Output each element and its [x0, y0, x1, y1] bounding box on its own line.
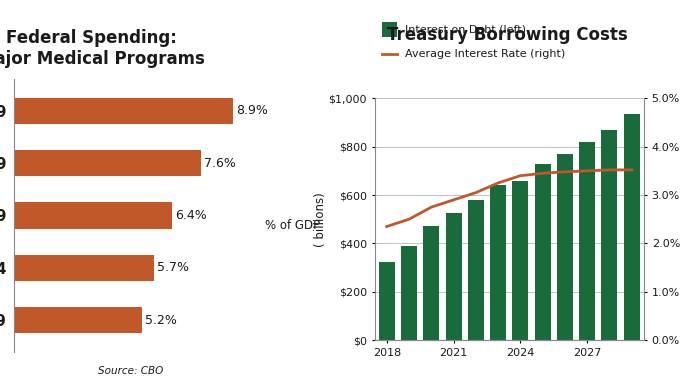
Bar	[14, 150, 202, 176]
Bar	[382, 22, 398, 37]
Bar	[14, 307, 142, 333]
Bar	[557, 154, 573, 340]
Text: 5.2%: 5.2%	[145, 314, 177, 327]
Bar	[468, 200, 484, 340]
Bar	[379, 262, 395, 340]
Text: Treasury Borrowing Costs: Treasury Borrowing Costs	[387, 26, 628, 45]
Text: 5.7%: 5.7%	[158, 261, 190, 274]
Bar	[401, 246, 417, 340]
Bar	[14, 255, 155, 281]
Bar	[624, 114, 640, 340]
Bar	[512, 181, 528, 340]
Text: 8.9%: 8.9%	[237, 104, 268, 117]
Text: 7.6%: 7.6%	[204, 156, 236, 170]
Text: Average Interest Rate (right): Average Interest Rate (right)	[405, 49, 566, 59]
Bar	[424, 226, 440, 340]
Bar	[535, 164, 551, 340]
Text: 6.4%: 6.4%	[175, 209, 206, 222]
Y-axis label: ( billions): ( billions)	[314, 192, 327, 246]
Bar	[579, 142, 595, 340]
Bar	[14, 202, 172, 229]
Bar	[601, 130, 617, 340]
Bar	[14, 98, 233, 124]
Bar	[490, 185, 506, 340]
Bar	[446, 213, 461, 340]
Text: Federal Spending:
Major Medical Programs: Federal Spending: Major Medical Programs	[0, 29, 204, 68]
Text: % of GDP: % of GDP	[265, 219, 321, 232]
Text: Source: CBO: Source: CBO	[98, 366, 163, 376]
Text: Interest on Debt (left): Interest on Debt (left)	[405, 25, 526, 35]
